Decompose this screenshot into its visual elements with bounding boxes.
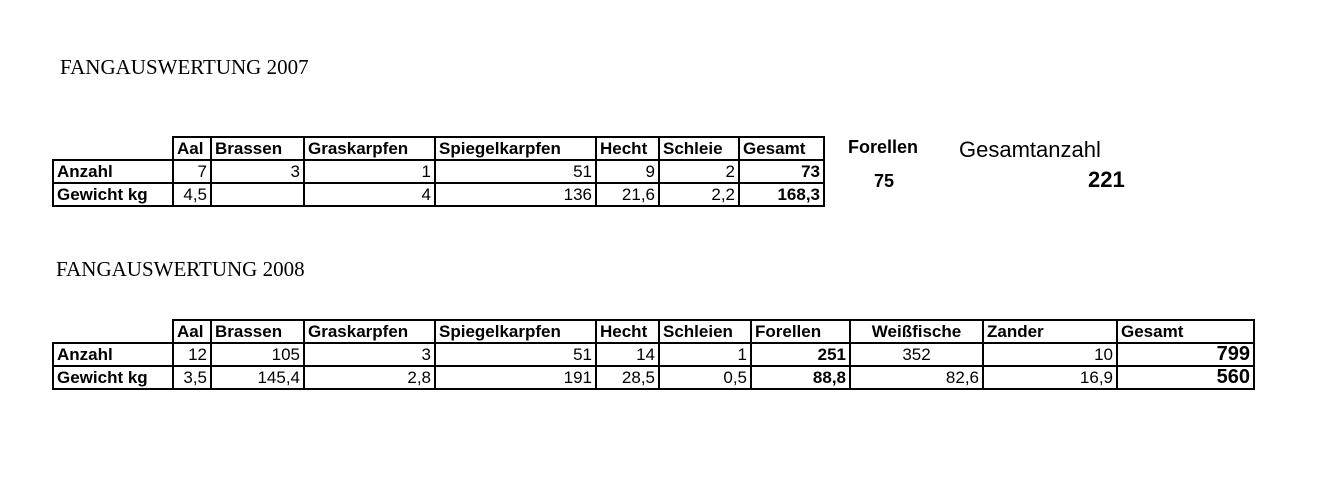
header-aal: Aal xyxy=(172,319,212,344)
table-cell: 191 xyxy=(434,365,597,390)
total-value-2007: 221 xyxy=(1088,167,1125,192)
table-cell: 51 xyxy=(434,159,597,184)
table-cell: 82,6 xyxy=(849,365,984,390)
table-cell: 51 xyxy=(434,342,597,367)
forellen-cell: 251 xyxy=(750,342,851,367)
table-cell: 0,5 xyxy=(658,365,752,390)
header-schleien: Schleien xyxy=(658,319,752,344)
forellen-cell: 88,8 xyxy=(750,365,851,390)
table-cell: 9 xyxy=(595,159,660,184)
table-cell: 2,8 xyxy=(303,365,436,390)
table-cell: 1 xyxy=(303,159,436,184)
table-cell: 352 xyxy=(849,342,984,367)
header-forellen: Forellen xyxy=(750,319,851,344)
table-cell: 21,6 xyxy=(595,182,660,207)
table-cell: 2,2 xyxy=(658,182,740,207)
row-label-weight: Gewicht kg xyxy=(52,182,174,207)
header-hecht: Hecht xyxy=(595,136,660,161)
header-spiegelkarpfen: Spiegelkarpfen xyxy=(434,319,597,344)
table-cell: 2 xyxy=(658,159,740,184)
table-cell: 4 xyxy=(303,182,436,207)
header-brassen: Brassen xyxy=(210,136,305,161)
table-cell: 145,4 xyxy=(210,365,305,390)
table-cell: 136 xyxy=(434,182,597,207)
table-cell: 14 xyxy=(595,342,660,367)
catch-table-2008: Aal Brassen Graskarpfen Spiegelkarpfen H… xyxy=(52,319,1255,390)
title-2008: FANGAUSWERTUNG 2008 xyxy=(56,257,305,281)
row-label-count: Anzahl xyxy=(52,159,174,184)
table-cell: 12 xyxy=(172,342,212,367)
catch-table-2007: Aal Brassen Graskarpfen Spiegelkarpfen H… xyxy=(52,136,825,207)
weight-row: Gewicht kg 3,5 145,4 2,8 191 28,5 0,5 88… xyxy=(52,365,1255,390)
row-label-count: Anzahl xyxy=(52,342,174,367)
header-weissfische: Weißfische xyxy=(849,319,984,344)
table-cell: 4,5 xyxy=(172,182,212,207)
header-zander: Zander xyxy=(982,319,1118,344)
header-row: Aal Brassen Graskarpfen Spiegelkarpfen H… xyxy=(53,319,1255,344)
row-label-weight: Gewicht kg xyxy=(52,365,174,390)
header-gesamt: Gesamt xyxy=(738,136,825,161)
forellen-label-2007: Forellen xyxy=(848,137,919,157)
count-row: Anzahl 7 3 1 51 9 2 73 xyxy=(52,159,825,184)
table-cell xyxy=(210,182,305,207)
corner-cell xyxy=(53,137,173,160)
header-aal: Aal xyxy=(172,136,212,161)
table-cell: 7 xyxy=(172,159,212,184)
corner-cell xyxy=(53,320,173,343)
total-label-2007: Gesamtanzahl xyxy=(959,137,1101,162)
header-graskarpfen: Graskarpfen xyxy=(303,136,436,161)
header-graskarpfen: Graskarpfen xyxy=(303,319,436,344)
header-schleie: Schleie xyxy=(658,136,740,161)
table-cell: 16,9 xyxy=(982,365,1118,390)
total-cell: 73 xyxy=(738,159,825,184)
table-cell: 105 xyxy=(210,342,305,367)
total-cell: 560 xyxy=(1116,365,1255,390)
table-cell: 3 xyxy=(303,342,436,367)
total-cell: 799 xyxy=(1116,342,1255,367)
header-spiegelkarpfen: Spiegelkarpfen xyxy=(434,136,597,161)
header-row: Aal Brassen Graskarpfen Spiegelkarpfen H… xyxy=(53,136,825,161)
count-row: Anzahl 12 105 3 51 14 1 251 352 10 799 xyxy=(52,342,1255,367)
table-cell: 28,5 xyxy=(595,365,660,390)
header-brassen: Brassen xyxy=(210,319,305,344)
total-cell: 168,3 xyxy=(738,182,825,207)
header-hecht: Hecht xyxy=(595,319,660,344)
table-cell: 1 xyxy=(658,342,752,367)
title-2007: FANGAUSWERTUNG 2007 xyxy=(60,55,309,79)
table-cell: 3,5 xyxy=(172,365,212,390)
weight-row: Gewicht kg 4,5 4 136 21,6 2,2 168,3 xyxy=(52,182,825,207)
table-cell: 10 xyxy=(982,342,1118,367)
forellen-value-2007: 75 xyxy=(874,171,895,191)
table-cell: 3 xyxy=(210,159,305,184)
header-gesamt: Gesamt xyxy=(1116,319,1255,344)
